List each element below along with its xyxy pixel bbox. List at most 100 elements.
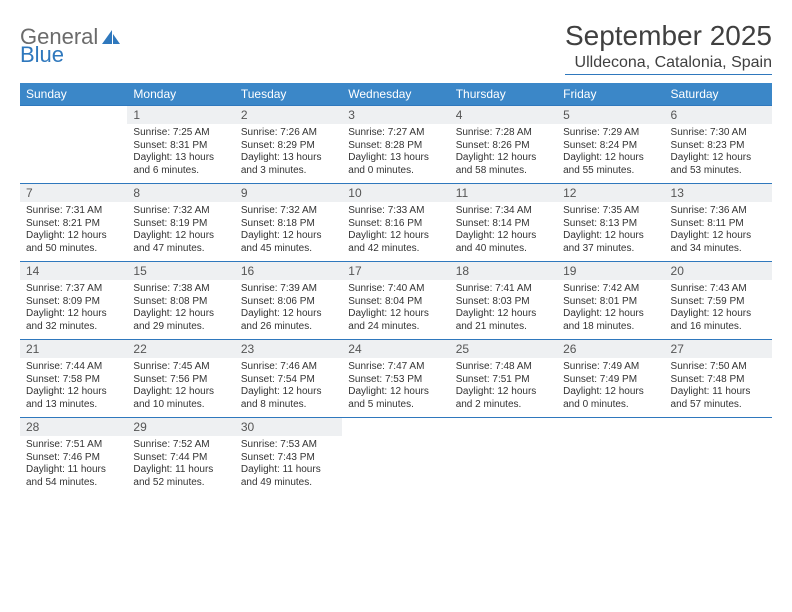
day-number-cell: 10 (342, 184, 449, 203)
sunrise-text: Sunrise: 7:39 AM (241, 283, 336, 296)
sunrise-text: Sunrise: 7:44 AM (26, 361, 121, 374)
sunset-text: Sunset: 8:31 PM (133, 140, 228, 153)
day-detail-cell: Sunrise: 7:38 AMSunset: 8:08 PMDaylight:… (127, 280, 234, 340)
daylight-text: Daylight: 12 hours and 0 minutes. (563, 386, 658, 411)
day-detail-cell: Sunrise: 7:32 AMSunset: 8:18 PMDaylight:… (235, 202, 342, 262)
day-detail-cell: Sunrise: 7:53 AMSunset: 7:43 PMDaylight:… (235, 436, 342, 495)
sunset-text: Sunset: 7:59 PM (671, 296, 766, 309)
day-detail-cell: Sunrise: 7:43 AMSunset: 7:59 PMDaylight:… (665, 280, 772, 340)
daylight-text: Daylight: 12 hours and 50 minutes. (26, 230, 121, 255)
sunrise-text: Sunrise: 7:43 AM (671, 283, 766, 296)
day-number-cell: 16 (235, 262, 342, 281)
sunrise-text: Sunrise: 7:47 AM (348, 361, 443, 374)
location-text: Ulldecona, Catalonia, Spain (565, 54, 772, 72)
day-detail-cell (557, 436, 664, 495)
day-number-cell: 2 (235, 106, 342, 125)
sunrise-text: Sunrise: 7:40 AM (348, 283, 443, 296)
daylight-text: Daylight: 12 hours and 2 minutes. (456, 386, 551, 411)
sunset-text: Sunset: 8:24 PM (563, 140, 658, 153)
day-detail-cell: Sunrise: 7:30 AMSunset: 8:23 PMDaylight:… (665, 124, 772, 184)
day-number-cell: 17 (342, 262, 449, 281)
detail-row: Sunrise: 7:44 AMSunset: 7:58 PMDaylight:… (20, 358, 772, 418)
day-number-cell: 21 (20, 340, 127, 359)
daylight-text: Daylight: 12 hours and 21 minutes. (456, 308, 551, 333)
sunset-text: Sunset: 7:43 PM (241, 452, 336, 465)
sunrise-text: Sunrise: 7:49 AM (563, 361, 658, 374)
day-header: Wednesday (342, 83, 449, 106)
sunset-text: Sunset: 8:06 PM (241, 296, 336, 309)
day-detail-cell: Sunrise: 7:51 AMSunset: 7:46 PMDaylight:… (20, 436, 127, 495)
day-detail-cell: Sunrise: 7:36 AMSunset: 8:11 PMDaylight:… (665, 202, 772, 262)
day-header: Monday (127, 83, 234, 106)
daylight-text: Daylight: 12 hours and 32 minutes. (26, 308, 121, 333)
sunset-text: Sunset: 7:54 PM (241, 374, 336, 387)
day-number-cell (665, 418, 772, 437)
day-number-cell (342, 418, 449, 437)
day-detail-cell: Sunrise: 7:48 AMSunset: 7:51 PMDaylight:… (450, 358, 557, 418)
day-detail-cell: Sunrise: 7:47 AMSunset: 7:53 PMDaylight:… (342, 358, 449, 418)
day-detail-cell: Sunrise: 7:44 AMSunset: 7:58 PMDaylight:… (20, 358, 127, 418)
daylight-text: Daylight: 12 hours and 40 minutes. (456, 230, 551, 255)
daylight-text: Daylight: 12 hours and 53 minutes. (671, 152, 766, 177)
day-number-cell: 14 (20, 262, 127, 281)
day-number-cell: 28 (20, 418, 127, 437)
sunset-text: Sunset: 8:01 PM (563, 296, 658, 309)
sunrise-text: Sunrise: 7:25 AM (133, 127, 228, 140)
day-header-row: Sunday Monday Tuesday Wednesday Thursday… (20, 83, 772, 106)
month-title: September 2025 (565, 20, 772, 52)
day-detail-cell: Sunrise: 7:27 AMSunset: 8:28 PMDaylight:… (342, 124, 449, 184)
sunset-text: Sunset: 8:09 PM (26, 296, 121, 309)
day-number-cell (557, 418, 664, 437)
daynum-row: 78910111213 (20, 184, 772, 203)
sunrise-text: Sunrise: 7:42 AM (563, 283, 658, 296)
daynum-row: 123456 (20, 106, 772, 125)
daylight-text: Daylight: 12 hours and 13 minutes. (26, 386, 121, 411)
day-detail-cell: Sunrise: 7:29 AMSunset: 8:24 PMDaylight:… (557, 124, 664, 184)
title-block: September 2025 Ulldecona, Catalonia, Spa… (565, 20, 772, 75)
sunset-text: Sunset: 8:18 PM (241, 218, 336, 231)
daylight-text: Daylight: 12 hours and 45 minutes. (241, 230, 336, 255)
day-header: Friday (557, 83, 664, 106)
daylight-text: Daylight: 12 hours and 55 minutes. (563, 152, 658, 177)
daylight-text: Daylight: 13 hours and 6 minutes. (133, 152, 228, 177)
day-number-cell: 7 (20, 184, 127, 203)
day-detail-cell: Sunrise: 7:34 AMSunset: 8:14 PMDaylight:… (450, 202, 557, 262)
day-detail-cell: Sunrise: 7:26 AMSunset: 8:29 PMDaylight:… (235, 124, 342, 184)
sunrise-text: Sunrise: 7:46 AM (241, 361, 336, 374)
daylight-text: Daylight: 11 hours and 57 minutes. (671, 386, 766, 411)
daylight-text: Daylight: 12 hours and 34 minutes. (671, 230, 766, 255)
day-number-cell: 25 (450, 340, 557, 359)
sunset-text: Sunset: 8:11 PM (671, 218, 766, 231)
day-number-cell: 29 (127, 418, 234, 437)
day-number-cell: 13 (665, 184, 772, 203)
calendar-table: Sunday Monday Tuesday Wednesday Thursday… (20, 83, 772, 495)
day-detail-cell (342, 436, 449, 495)
sunrise-text: Sunrise: 7:53 AM (241, 439, 336, 452)
day-number-cell: 19 (557, 262, 664, 281)
day-header: Tuesday (235, 83, 342, 106)
day-header: Saturday (665, 83, 772, 106)
daylight-text: Daylight: 12 hours and 18 minutes. (563, 308, 658, 333)
sunset-text: Sunset: 8:16 PM (348, 218, 443, 231)
sunset-text: Sunset: 8:19 PM (133, 218, 228, 231)
day-header: Thursday (450, 83, 557, 106)
sunrise-text: Sunrise: 7:50 AM (671, 361, 766, 374)
sunset-text: Sunset: 8:04 PM (348, 296, 443, 309)
sunset-text: Sunset: 7:49 PM (563, 374, 658, 387)
daylight-text: Daylight: 13 hours and 0 minutes. (348, 152, 443, 177)
sunrise-text: Sunrise: 7:45 AM (133, 361, 228, 374)
sunset-text: Sunset: 8:23 PM (671, 140, 766, 153)
daylight-text: Daylight: 13 hours and 3 minutes. (241, 152, 336, 177)
day-number-cell (20, 106, 127, 125)
sunrise-text: Sunrise: 7:27 AM (348, 127, 443, 140)
sunrise-text: Sunrise: 7:38 AM (133, 283, 228, 296)
day-number-cell: 30 (235, 418, 342, 437)
daynum-row: 21222324252627 (20, 340, 772, 359)
sunrise-text: Sunrise: 7:37 AM (26, 283, 121, 296)
day-number-cell: 20 (665, 262, 772, 281)
daylight-text: Daylight: 11 hours and 49 minutes. (241, 464, 336, 489)
sunrise-text: Sunrise: 7:48 AM (456, 361, 551, 374)
sunrise-text: Sunrise: 7:28 AM (456, 127, 551, 140)
day-detail-cell: Sunrise: 7:50 AMSunset: 7:48 PMDaylight:… (665, 358, 772, 418)
sunrise-text: Sunrise: 7:32 AM (133, 205, 228, 218)
